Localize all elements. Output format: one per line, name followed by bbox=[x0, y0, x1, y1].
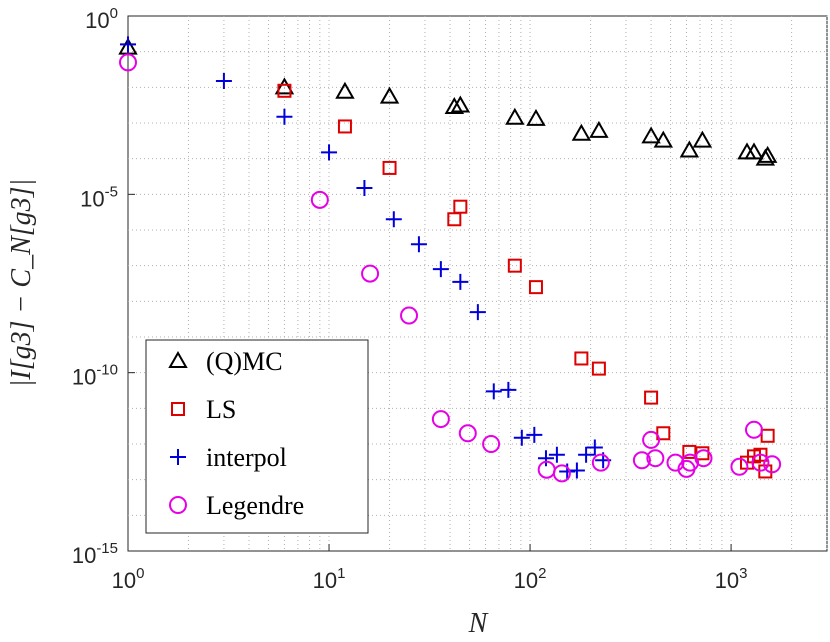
data-point bbox=[337, 119, 352, 134]
y-tick-label: 10-10 bbox=[72, 362, 118, 390]
data-point bbox=[642, 430, 661, 449]
data-point bbox=[744, 142, 764, 160]
data-point bbox=[120, 36, 136, 53]
legend-marker bbox=[168, 350, 188, 368]
x-axis-label: N bbox=[468, 608, 489, 639]
data-point bbox=[379, 86, 400, 104]
y-tick-label: 10-5 bbox=[80, 183, 118, 211]
legend-label: Legendre bbox=[206, 491, 304, 520]
data-point bbox=[431, 410, 450, 429]
legend-box bbox=[145, 339, 369, 534]
data-point bbox=[453, 199, 468, 214]
data-point bbox=[632, 451, 651, 470]
data-point bbox=[574, 351, 589, 366]
legend: (Q)MC LS interpol Legendre bbox=[145, 339, 369, 534]
data-point bbox=[276, 108, 293, 125]
legend-label: (Q)MC bbox=[206, 347, 283, 376]
data-point bbox=[310, 190, 329, 209]
data-point bbox=[571, 123, 592, 141]
data-point bbox=[679, 140, 700, 158]
data-point bbox=[548, 446, 565, 463]
data-point bbox=[400, 306, 419, 325]
data-point bbox=[505, 107, 525, 125]
data-point bbox=[552, 464, 571, 483]
data-point bbox=[760, 428, 775, 443]
data-point bbox=[751, 453, 770, 472]
data-point bbox=[586, 439, 603, 456]
data-point bbox=[274, 77, 295, 95]
data-point bbox=[646, 449, 665, 468]
data-point bbox=[568, 462, 585, 479]
data-point bbox=[432, 261, 449, 278]
data-point bbox=[335, 81, 355, 99]
data-point bbox=[507, 258, 522, 273]
legend-marker bbox=[170, 449, 186, 465]
data-point bbox=[537, 450, 554, 467]
data-point bbox=[458, 424, 477, 443]
data-point bbox=[578, 446, 595, 463]
legend-label: LS bbox=[206, 395, 236, 424]
data-point bbox=[361, 264, 380, 283]
data-point bbox=[682, 444, 697, 459]
axis-ticks: 100 101 102 103 100 10-5 10-10 10-15 bbox=[72, 5, 748, 593]
data-point bbox=[513, 429, 530, 446]
data-point bbox=[321, 144, 338, 161]
data-point bbox=[666, 453, 685, 472]
data-point bbox=[482, 435, 501, 453]
x-tick-label: 101 bbox=[313, 565, 346, 593]
data-point bbox=[526, 426, 543, 443]
series-q-mc bbox=[118, 37, 778, 166]
x-tick-label: 102 bbox=[514, 565, 547, 593]
x-tick-label: 103 bbox=[715, 565, 748, 593]
y-tick-label: 100 bbox=[85, 5, 118, 33]
data-point bbox=[450, 95, 471, 113]
data-point bbox=[528, 280, 543, 295]
data-point bbox=[485, 383, 502, 400]
data-point bbox=[694, 449, 713, 468]
data-point bbox=[356, 180, 373, 197]
data-point bbox=[215, 73, 232, 90]
data-point bbox=[744, 420, 763, 439]
legend-label: interpol bbox=[206, 443, 287, 472]
data-point bbox=[469, 304, 486, 321]
data-point bbox=[452, 273, 469, 290]
legend-marker bbox=[169, 496, 187, 514]
data-point bbox=[277, 83, 292, 98]
data-point bbox=[500, 381, 517, 398]
data-point bbox=[763, 455, 782, 474]
data-point bbox=[757, 145, 778, 163]
y-tick-label: 10-15 bbox=[72, 540, 118, 568]
data-point bbox=[591, 453, 610, 472]
data-point bbox=[730, 457, 749, 476]
series-legendre bbox=[119, 53, 782, 483]
data-series bbox=[118, 36, 782, 483]
data-point bbox=[644, 390, 659, 405]
data-point bbox=[656, 426, 671, 441]
data-point bbox=[591, 361, 606, 376]
data-point bbox=[653, 130, 674, 148]
y-axis-label: |I[g3] − C_N[g3]| bbox=[6, 179, 37, 388]
data-point bbox=[382, 160, 397, 175]
data-point bbox=[385, 211, 402, 228]
data-point bbox=[119, 53, 137, 72]
data-point bbox=[753, 447, 768, 462]
data-point bbox=[589, 120, 609, 138]
data-point bbox=[526, 108, 546, 126]
data-point bbox=[692, 130, 713, 148]
legend-marker bbox=[171, 402, 185, 416]
data-point bbox=[444, 97, 465, 115]
data-point bbox=[641, 126, 661, 144]
data-point bbox=[410, 236, 427, 253]
x-tick-label: 100 bbox=[112, 565, 145, 593]
